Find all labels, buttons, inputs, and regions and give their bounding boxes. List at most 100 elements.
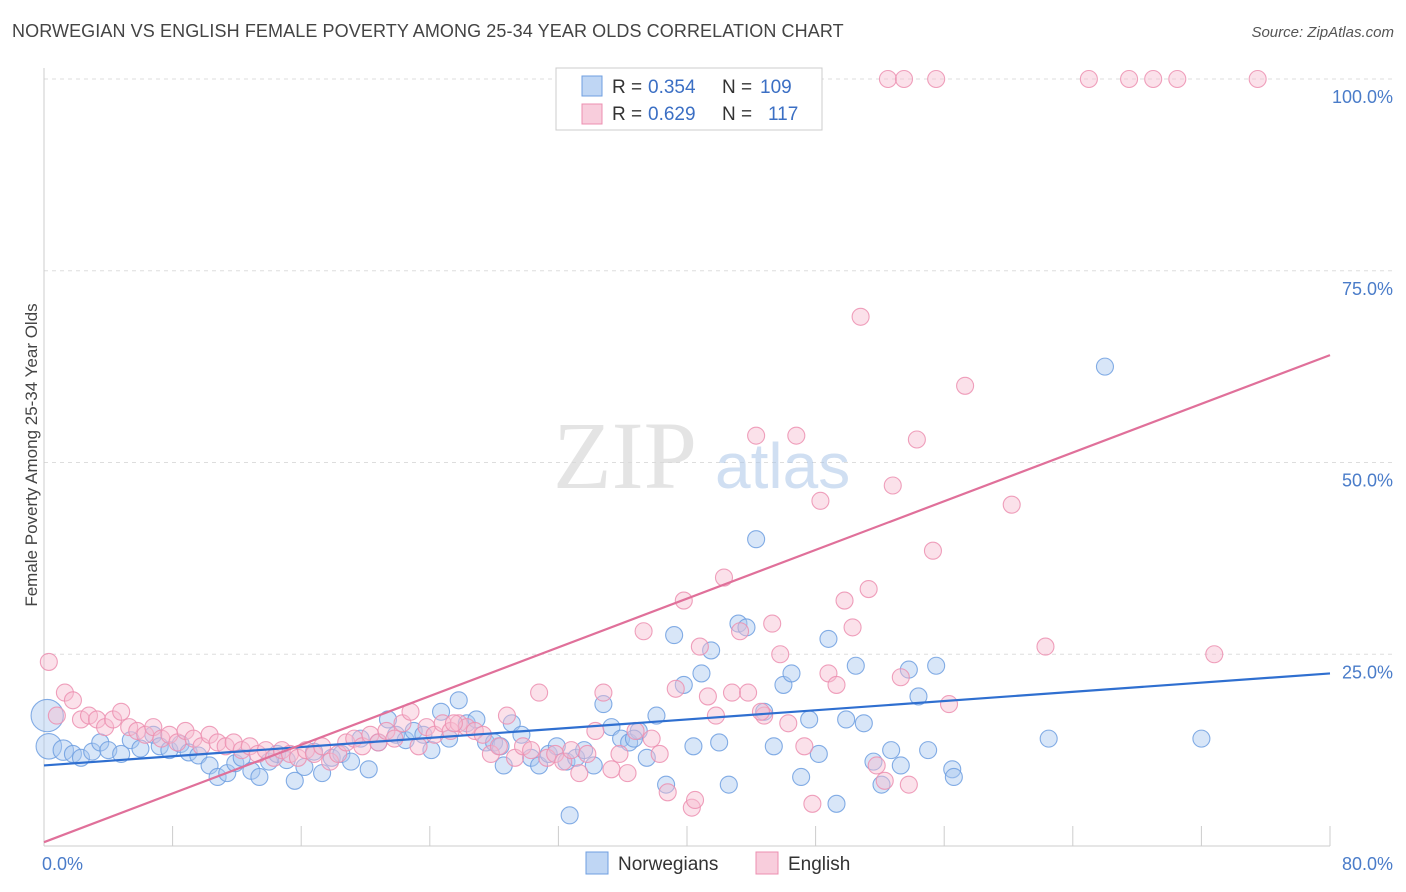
data-point (835, 591, 854, 610)
bottom-legend: Norwegians English (585, 851, 850, 875)
data-point (787, 426, 806, 445)
data-point (562, 741, 581, 760)
data-point (803, 794, 822, 813)
data-point (47, 706, 66, 725)
legend-n-label: N = (722, 77, 752, 98)
data-point (692, 664, 711, 683)
data-point (883, 476, 902, 495)
legend-swatch-norwegians (581, 75, 603, 97)
data-point (584, 756, 603, 775)
data-point (944, 767, 963, 787)
data-point (647, 706, 666, 725)
data-point (907, 430, 926, 449)
data-point (1036, 637, 1055, 656)
data-point (739, 683, 758, 702)
legend-swatch-english (581, 103, 603, 125)
data-point (943, 760, 962, 779)
data-point (882, 741, 901, 760)
data-point (782, 664, 801, 683)
data-point (1168, 69, 1187, 89)
trend-line-norwegians (43, 672, 1331, 767)
data-point (751, 702, 770, 721)
chart-title: NORWEGIAN VS ENGLISH FEMALE POVERTY AMON… (12, 21, 844, 41)
y-tick-label: 50.0% (1342, 471, 1393, 491)
data-point (570, 764, 589, 783)
data-point (792, 767, 811, 787)
data-point (867, 756, 886, 775)
data-point (1039, 729, 1058, 748)
data-point (899, 775, 918, 794)
data-point (432, 702, 451, 721)
y-tick-label: 75.0% (1342, 279, 1393, 299)
watermark-atlas: atlas (715, 430, 850, 502)
data-point (702, 641, 721, 660)
data-point (706, 706, 725, 725)
data-point (927, 656, 946, 675)
data-point (939, 695, 959, 714)
data-point (764, 737, 783, 756)
legend-box: R = 0.354 N = 109 R = 0.629 N = 117 (555, 67, 823, 131)
data-point (1079, 69, 1098, 89)
data-point (698, 687, 717, 706)
axes (43, 68, 1331, 847)
x-tick-label: 80.0% (1342, 854, 1393, 874)
data-point (843, 618, 862, 637)
data-point (634, 622, 653, 641)
data-point (560, 806, 579, 825)
data-point (657, 775, 676, 794)
data-point (878, 69, 897, 89)
data-point (250, 767, 269, 787)
data-point (927, 69, 946, 89)
data-point (626, 721, 645, 741)
data-point (909, 687, 928, 706)
data-point (112, 744, 131, 764)
data-point (52, 739, 75, 761)
data-point (956, 376, 975, 395)
trend-lines (43, 354, 1331, 844)
legend-r-label: R = (612, 77, 642, 98)
data-point (1120, 69, 1139, 89)
legend-r-label: R = (612, 104, 642, 125)
bottom-legend-swatch-norwegians (585, 851, 609, 875)
data-point (1002, 495, 1021, 514)
data-point (444, 714, 463, 733)
legend-n-value: 109 (760, 77, 792, 98)
data-point (1205, 645, 1224, 664)
data-point (722, 683, 742, 702)
data-point (811, 491, 830, 510)
data-point (610, 744, 629, 764)
legend-r-value: 0.354 (648, 77, 696, 98)
data-point (875, 771, 894, 790)
tick-labels: 100.0% 75.0% 50.0% 25.0% 0.0% 80.0% (42, 87, 1393, 874)
legend-n-label: N = (722, 104, 752, 125)
trend-line-english (43, 354, 1331, 844)
data-point (809, 744, 828, 764)
data-point (594, 683, 613, 702)
data-point (851, 307, 870, 326)
data-point (1144, 69, 1163, 89)
data-point (624, 729, 644, 748)
data-point (714, 568, 734, 587)
data-point (1192, 729, 1211, 748)
bottom-legend-swatch-english (755, 851, 779, 875)
data-point (658, 783, 677, 802)
data-point (497, 706, 517, 725)
data-point (730, 622, 750, 641)
data-point (719, 775, 738, 794)
data-point (747, 426, 766, 445)
series-english (39, 69, 1267, 817)
data-point (846, 656, 865, 675)
data-point (35, 732, 63, 760)
data-point (39, 652, 58, 671)
data-point (285, 771, 304, 790)
y-tick-label: 25.0% (1342, 662, 1393, 682)
data-point (385, 729, 404, 748)
data-point (891, 668, 910, 687)
data-point (489, 737, 508, 756)
data-point (642, 729, 661, 748)
y-tick-label: 100.0% (1332, 87, 1393, 107)
source-label: Source: ZipAtlas.com (1251, 24, 1394, 41)
data-point (112, 702, 131, 721)
data-point (530, 683, 549, 702)
